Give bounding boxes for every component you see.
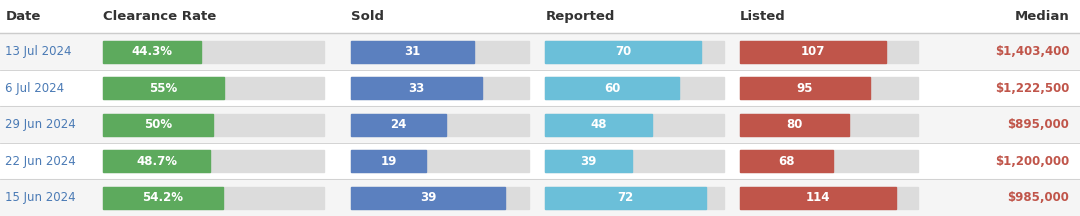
Text: 6 Jul 2024: 6 Jul 2024	[5, 82, 65, 95]
Text: 13 Jul 2024: 13 Jul 2024	[5, 45, 72, 58]
Bar	[740, 41, 887, 63]
Text: 44.3%: 44.3%	[131, 45, 172, 58]
Bar	[0, 0, 1080, 33]
Text: 19: 19	[380, 155, 396, 168]
Text: $1,222,500: $1,222,500	[995, 82, 1069, 95]
Bar	[740, 77, 870, 99]
Bar	[103, 150, 324, 172]
Bar	[545, 114, 724, 136]
Text: $985,000: $985,000	[1008, 191, 1069, 204]
Bar	[351, 114, 529, 136]
Bar	[351, 41, 474, 63]
Text: 22 Jun 2024: 22 Jun 2024	[5, 155, 77, 168]
Bar	[740, 114, 850, 136]
Text: $1,200,000: $1,200,000	[995, 155, 1069, 168]
Bar	[103, 41, 324, 63]
Text: 55%: 55%	[149, 82, 177, 95]
Bar	[740, 114, 918, 136]
Bar	[103, 187, 324, 209]
Text: 60: 60	[604, 82, 620, 95]
Text: 48: 48	[591, 118, 607, 131]
Text: Reported: Reported	[545, 10, 615, 23]
Bar	[103, 114, 324, 136]
Text: 15 Jun 2024: 15 Jun 2024	[5, 191, 76, 204]
Bar	[545, 77, 679, 99]
Bar	[351, 150, 529, 172]
Bar	[103, 114, 214, 136]
Text: 68: 68	[779, 155, 795, 168]
Bar	[545, 77, 724, 99]
Bar	[103, 77, 225, 99]
Bar	[740, 150, 833, 172]
Bar	[103, 150, 211, 172]
Bar	[351, 41, 529, 63]
Bar	[0, 106, 1080, 143]
Bar	[740, 150, 918, 172]
Bar	[740, 187, 896, 209]
Bar	[545, 187, 724, 209]
Text: Median: Median	[1014, 10, 1069, 23]
Bar	[351, 77, 529, 99]
Bar	[0, 70, 1080, 106]
Text: $1,403,400: $1,403,400	[995, 45, 1069, 58]
Bar	[0, 33, 1080, 70]
Text: 24: 24	[390, 118, 407, 131]
Bar	[351, 77, 482, 99]
Bar	[351, 150, 427, 172]
Bar	[351, 187, 505, 209]
Bar	[0, 179, 1080, 216]
Text: 39: 39	[581, 155, 597, 168]
Bar	[545, 41, 724, 63]
Bar	[0, 143, 1080, 179]
Text: 50%: 50%	[144, 118, 172, 131]
Bar	[740, 41, 918, 63]
Bar	[103, 77, 324, 99]
Text: 48.7%: 48.7%	[136, 155, 177, 168]
Bar	[103, 187, 222, 209]
Bar	[545, 41, 701, 63]
Bar	[545, 187, 706, 209]
Text: 95: 95	[797, 82, 813, 95]
Text: 107: 107	[801, 45, 825, 58]
Text: 54.2%: 54.2%	[143, 191, 184, 204]
Text: Date: Date	[5, 10, 41, 23]
Text: Clearance Rate: Clearance Rate	[103, 10, 216, 23]
Text: 72: 72	[618, 191, 634, 204]
Bar	[545, 150, 632, 172]
Text: 114: 114	[806, 191, 831, 204]
Bar	[545, 150, 724, 172]
Text: 80: 80	[786, 118, 802, 131]
Text: 29 Jun 2024: 29 Jun 2024	[5, 118, 77, 131]
Bar	[351, 114, 446, 136]
Text: 33: 33	[408, 82, 424, 95]
Bar	[545, 114, 652, 136]
Text: 31: 31	[404, 45, 420, 58]
Text: $895,000: $895,000	[1008, 118, 1069, 131]
Bar	[740, 187, 918, 209]
Text: 39: 39	[420, 191, 436, 204]
Bar	[351, 187, 529, 209]
Bar	[103, 41, 201, 63]
Bar	[740, 77, 918, 99]
Text: Sold: Sold	[351, 10, 384, 23]
Text: 70: 70	[616, 45, 632, 58]
Text: Listed: Listed	[740, 10, 785, 23]
